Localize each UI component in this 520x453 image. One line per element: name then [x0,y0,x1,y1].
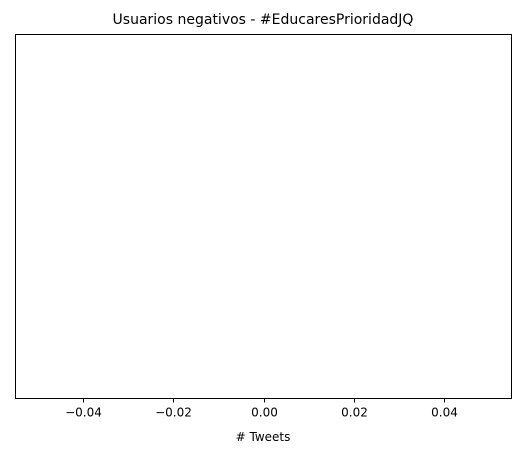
x-tick-label: −0.02 [155,406,192,420]
chart-title: Usuarios negativos - #EducaresPrioridadJ… [113,12,414,28]
x-axis-label: # Tweets [236,430,291,444]
x-tick-label: 0.00 [251,406,278,420]
x-tick-label: 0.04 [431,406,458,420]
x-axis-ticks: −0.04 −0.02 0.00 0.02 0.04 [65,398,458,420]
x-tick-label: 0.02 [341,406,368,420]
plot-area [15,34,512,399]
x-tick-label: −0.04 [65,406,102,420]
